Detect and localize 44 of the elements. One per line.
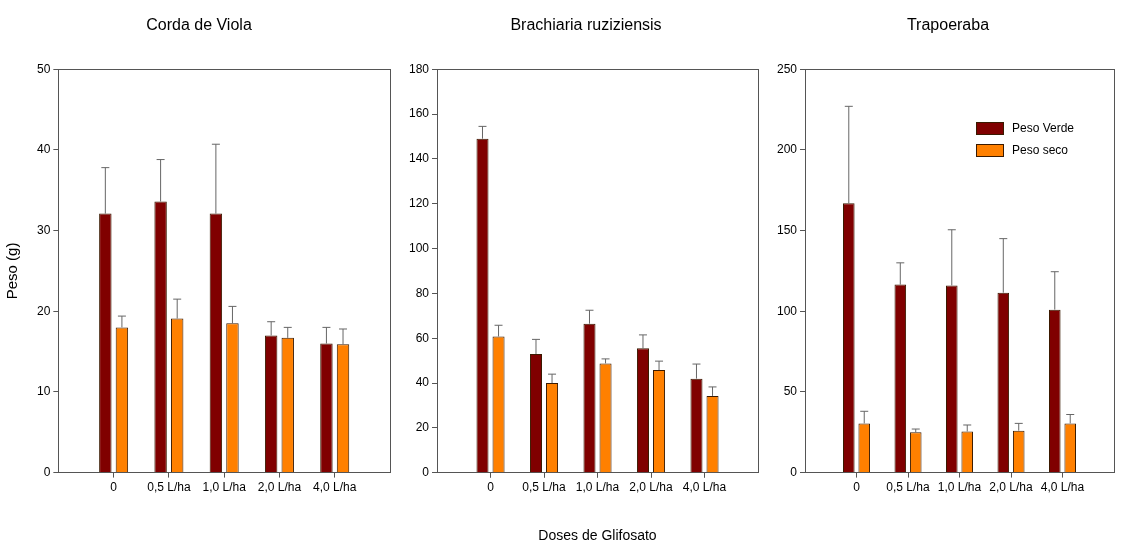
x-tick-label: 4,0 L/ha: [682, 480, 727, 495]
y-tick-label: 80: [415, 285, 430, 300]
y-tick-label: 0: [422, 465, 430, 480]
chart-title: Corda de Viola: [146, 16, 252, 34]
y-tick-label: 30: [36, 222, 51, 237]
y-tick-label: 120: [408, 196, 430, 211]
y-tick-label: 20: [36, 303, 51, 318]
legend-label: Peso Verde: [1011, 120, 1074, 138]
y-tick-label: 40: [36, 142, 51, 157]
x-tick-label: 0: [487, 480, 495, 495]
y-tick-label: 10: [36, 384, 51, 399]
x-axis-title: Doses de Glifosato: [538, 527, 657, 544]
x-tick-label: 0,5 L/ha: [147, 480, 191, 495]
x-tick-label: 4,0 L/ha: [313, 480, 357, 495]
x-tick-label: 0: [110, 480, 118, 495]
legend-label: Peso seco: [1011, 142, 1068, 160]
chart-title: Trapoeraba: [906, 16, 990, 34]
x-tick-label: 0,5 L/ha: [886, 480, 931, 495]
y-axis-title: Peso (g): [3, 242, 21, 300]
y-tick-label: 0: [790, 464, 798, 479]
y-tick-label: 250: [776, 61, 798, 76]
y-tick-label: 180: [408, 61, 430, 76]
x-tick-label: 2,0 L/ha: [629, 480, 674, 495]
x-tick-label: 0,5 L/ha: [522, 480, 567, 495]
x-tick-label: 2,0 L/ha: [989, 480, 1034, 495]
x-tick-label: 0: [853, 480, 861, 495]
x-tick-label: 2,0 L/ha: [257, 480, 302, 495]
y-tick-label: 140: [408, 151, 430, 166]
x-tick-label: 1,0 L/ha: [937, 480, 982, 495]
y-tick-label: 100: [408, 240, 430, 255]
y-tick-label: 40: [415, 375, 430, 390]
y-tick-label: 60: [415, 330, 430, 345]
y-tick-label: 160: [408, 106, 430, 121]
y-tick-label: 20: [415, 420, 430, 435]
y-tick-label: 100: [776, 303, 798, 318]
x-tick-label: 4,0 L/ha: [1040, 480, 1085, 495]
x-tick-label: 1,0 L/ha: [202, 480, 247, 495]
y-tick-label: 50: [783, 384, 798, 399]
y-tick-label: 0: [43, 464, 51, 479]
chart-title: Brachiaria ruziziensis: [510, 16, 662, 34]
y-tick-label: 50: [36, 61, 51, 76]
y-tick-label: 200: [776, 142, 798, 157]
x-tick-label: 1,0 L/ha: [575, 480, 620, 495]
y-tick-label: 150: [776, 222, 798, 237]
